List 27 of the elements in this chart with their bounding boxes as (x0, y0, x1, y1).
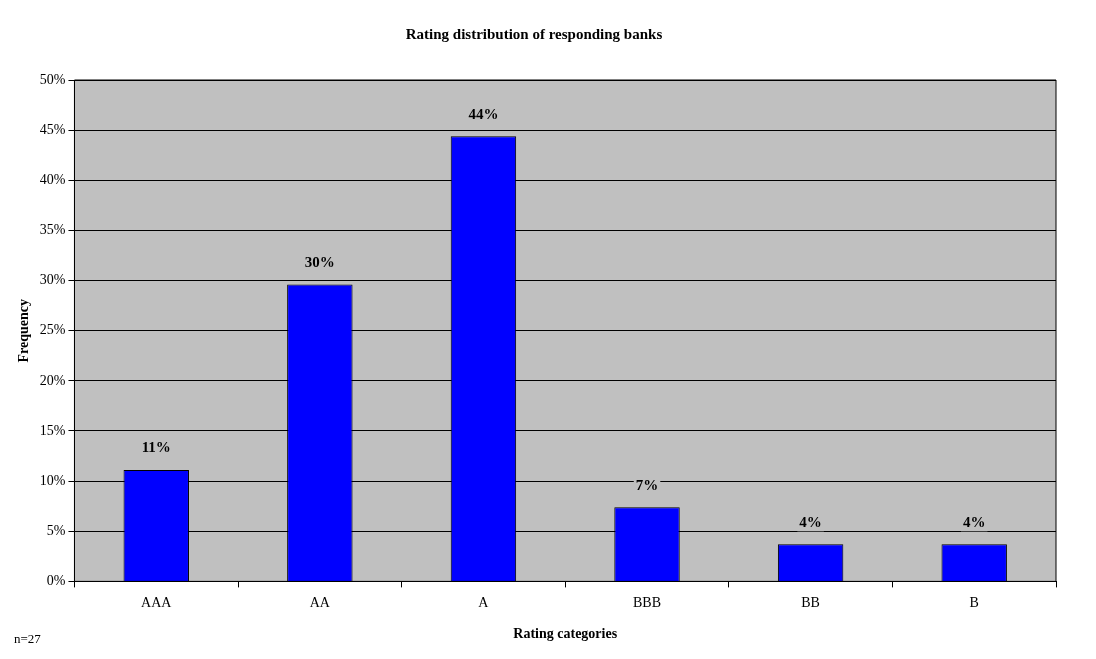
y-tick-label: 25% (39, 322, 66, 338)
y-tick-label: 0% (46, 573, 66, 589)
y-tick-label: 40% (39, 171, 66, 187)
x-tick-label: BB (801, 595, 820, 611)
data-label: 11% (141, 439, 171, 456)
y-tick-label: 50% (39, 71, 66, 87)
y-tick-label: 45% (39, 121, 66, 137)
data-label: 7% (635, 476, 659, 493)
x-axis-title: Rating categories (513, 626, 618, 642)
y-tick-label: 10% (39, 472, 66, 488)
x-tick-label: BBB (633, 595, 662, 611)
y-tick-label: 5% (46, 522, 66, 538)
data-label: 30% (304, 253, 335, 270)
y-tick-label: 15% (39, 422, 66, 438)
y-tick-label: 30% (39, 272, 66, 288)
y-axis-title: Frequency (16, 298, 32, 363)
text: n=27 (14, 631, 42, 646)
y-tick-label: 20% (39, 372, 66, 388)
y-tick-label: 35% (39, 222, 66, 238)
x-tick-label: A (478, 595, 490, 611)
data-label: 44% (468, 105, 499, 122)
x-tick-label: AA (309, 595, 331, 611)
chart-title: Rating distribution of responding banks (405, 25, 663, 42)
data-label: 4% (799, 513, 822, 530)
data-label: 4% (962, 513, 986, 530)
x-tick-label: B (969, 595, 979, 611)
x-tick-label: AAA (141, 595, 173, 611)
